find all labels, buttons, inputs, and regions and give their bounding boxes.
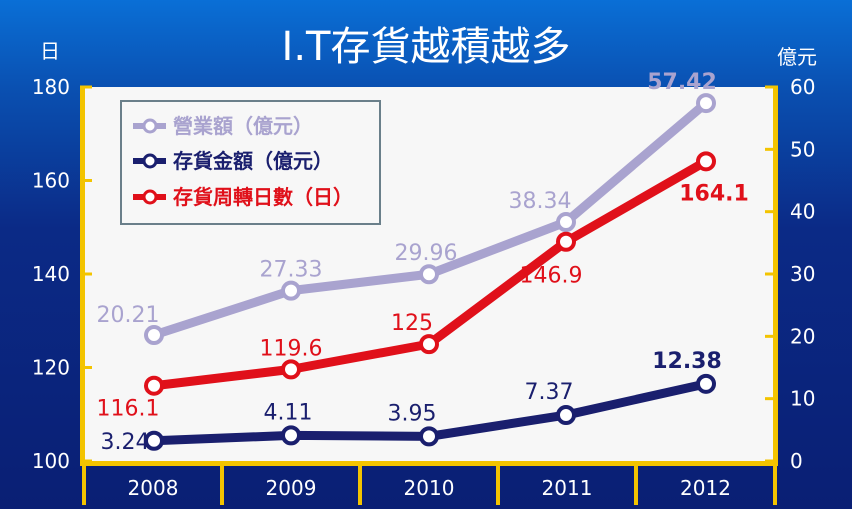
data-label: 146.9 bbox=[520, 264, 583, 289]
data-point bbox=[144, 430, 164, 451]
data-point bbox=[696, 151, 716, 172]
right-tick-label: 20 bbox=[790, 324, 815, 348]
left-tick-label: 120 bbox=[32, 356, 70, 380]
legend: 營業額（億元） 存貨金額（億元） 存貨周轉日數（日） bbox=[120, 100, 381, 225]
legend-label: 營業額（億元） bbox=[173, 114, 313, 138]
data-point bbox=[419, 264, 439, 285]
data-label: 38.34 bbox=[509, 189, 572, 214]
data-point bbox=[556, 405, 576, 426]
series-lines bbox=[144, 93, 716, 451]
data-point bbox=[556, 231, 576, 252]
data-point bbox=[419, 334, 439, 355]
data-label: 4.11 bbox=[264, 400, 313, 425]
x-tick-label: 2012 bbox=[680, 476, 731, 500]
data-label: 12.38 bbox=[652, 349, 722, 374]
x-axis-line bbox=[80, 461, 778, 466]
data-label: 125 bbox=[391, 311, 433, 336]
legend-swatch-marker bbox=[142, 118, 158, 134]
left-tick-label: 140 bbox=[32, 262, 70, 286]
left-tick-label: 180 bbox=[32, 75, 70, 99]
data-label: 116.1 bbox=[97, 397, 160, 422]
right-axis-unit: 億元 bbox=[777, 45, 817, 69]
chart-title: I.T存貨越積越多 bbox=[282, 24, 571, 70]
data-label: 20.21 bbox=[97, 303, 160, 328]
data-label: 164.1 bbox=[679, 181, 749, 206]
data-point bbox=[144, 375, 164, 396]
data-label: 119.6 bbox=[260, 336, 323, 361]
x-tick-label: 2011 bbox=[542, 476, 593, 500]
left-tick-label: 160 bbox=[32, 169, 70, 193]
legend-label: 存貨周轉日數（日） bbox=[173, 185, 353, 209]
axis-ticks: 100 120 140 160 180 0 10 20 30 40 50 60 2008 2009 2010… bbox=[32, 75, 815, 505]
legend-swatch-marker bbox=[142, 153, 158, 169]
right-tick-label: 60 bbox=[790, 75, 815, 99]
data-label: 3.95 bbox=[388, 401, 437, 426]
data-point bbox=[281, 359, 301, 380]
data-point bbox=[696, 373, 716, 394]
data-point bbox=[556, 212, 576, 233]
data-labels: 20.21 27.33 29.96 38.34 57.42 3.24 4.11 3.95 7.3… bbox=[97, 70, 749, 455]
data-point bbox=[419, 426, 439, 447]
data-point bbox=[696, 93, 716, 114]
left-axis-unit: 日 bbox=[40, 39, 60, 63]
legend-items: 營業額（億元） 存貨金額（億元） 存貨周轉日數（日） bbox=[133, 114, 353, 209]
right-tick-label: 0 bbox=[790, 449, 803, 473]
x-tick-label: 2010 bbox=[404, 476, 455, 500]
legend-label: 存貨金額（億元） bbox=[173, 149, 333, 173]
right-tick-label: 10 bbox=[790, 387, 815, 411]
legend-swatch-marker bbox=[142, 189, 158, 205]
data-point bbox=[144, 325, 164, 346]
right-tick-label: 30 bbox=[790, 262, 815, 286]
data-point bbox=[281, 425, 301, 446]
x-tick-label: 2008 bbox=[128, 476, 179, 500]
data-point bbox=[281, 280, 301, 301]
data-label: 27.33 bbox=[260, 258, 323, 283]
data-label: 3.24 bbox=[101, 430, 150, 455]
data-label: 57.42 bbox=[647, 70, 717, 95]
data-label: 7.37 bbox=[525, 380, 574, 405]
right-tick-label: 40 bbox=[790, 200, 815, 224]
data-label: 29.96 bbox=[395, 241, 458, 266]
left-tick-label: 100 bbox=[32, 449, 70, 473]
right-tick-label: 50 bbox=[790, 137, 815, 161]
x-tick-label: 2009 bbox=[266, 476, 317, 500]
